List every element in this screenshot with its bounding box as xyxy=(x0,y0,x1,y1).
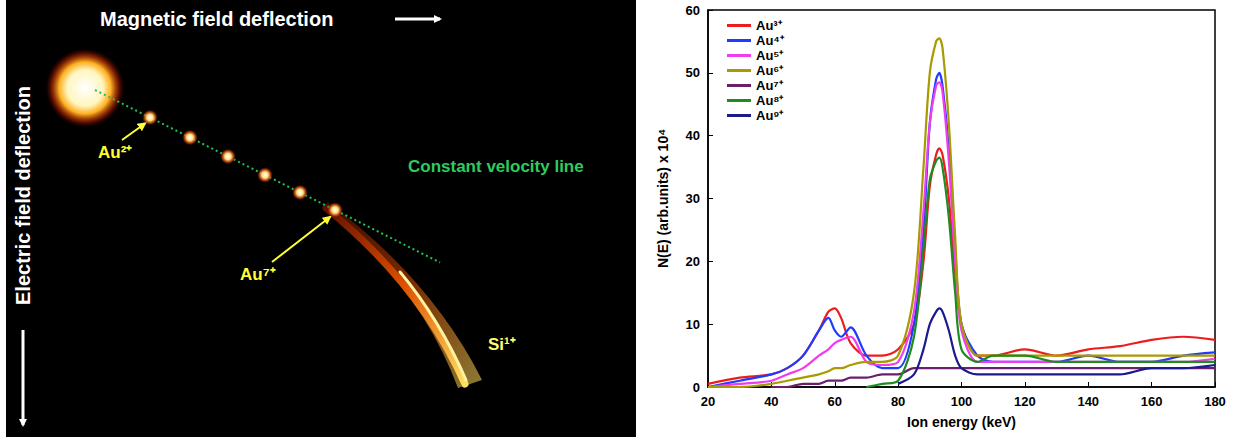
svg-text:N(E) (arb.units) x 10⁴: N(E) (arb.units) x 10⁴ xyxy=(655,129,671,268)
svg-text:100: 100 xyxy=(951,394,973,409)
svg-text:Au³⁺: Au³⁺ xyxy=(756,18,783,33)
svg-text:Au⁹⁺: Au⁹⁺ xyxy=(756,108,784,123)
svg-text:Au⁷⁺: Au⁷⁺ xyxy=(756,78,784,93)
svg-text:120: 120 xyxy=(1014,394,1036,409)
svg-text:Magnetic field deflection: Magnetic field deflection xyxy=(100,8,333,30)
svg-text:40: 40 xyxy=(686,128,700,143)
svg-text:140: 140 xyxy=(1077,394,1099,409)
svg-text:40: 40 xyxy=(764,394,778,409)
svg-text:Si¹⁺: Si¹⁺ xyxy=(488,335,516,354)
svg-text:60: 60 xyxy=(828,394,842,409)
svg-text:Ion energy (keV): Ion energy (keV) xyxy=(907,414,1016,430)
svg-text:180: 180 xyxy=(1204,394,1226,409)
svg-text:Constant velocity line: Constant velocity line xyxy=(408,157,584,176)
svg-text:Au⁷⁺: Au⁷⁺ xyxy=(240,265,276,284)
svg-text:160: 160 xyxy=(1141,394,1163,409)
svg-text:30: 30 xyxy=(686,191,700,206)
svg-text:10: 10 xyxy=(686,317,700,332)
svg-text:20: 20 xyxy=(686,254,700,269)
svg-text:Electric field deflection: Electric field deflection xyxy=(12,86,34,305)
svg-text:80: 80 xyxy=(891,394,905,409)
svg-text:50: 50 xyxy=(686,65,700,80)
svg-text:Au⁸⁺: Au⁸⁺ xyxy=(756,93,784,108)
svg-text:Au⁶⁺: Au⁶⁺ xyxy=(756,63,784,78)
svg-text:Au⁴⁺: Au⁴⁺ xyxy=(756,33,785,48)
svg-text:Au²⁺: Au²⁺ xyxy=(98,143,132,162)
svg-text:0: 0 xyxy=(693,380,700,395)
svg-text:Au⁵⁺: Au⁵⁺ xyxy=(756,48,784,63)
svg-text:20: 20 xyxy=(701,394,715,409)
svg-text:60: 60 xyxy=(686,3,700,18)
